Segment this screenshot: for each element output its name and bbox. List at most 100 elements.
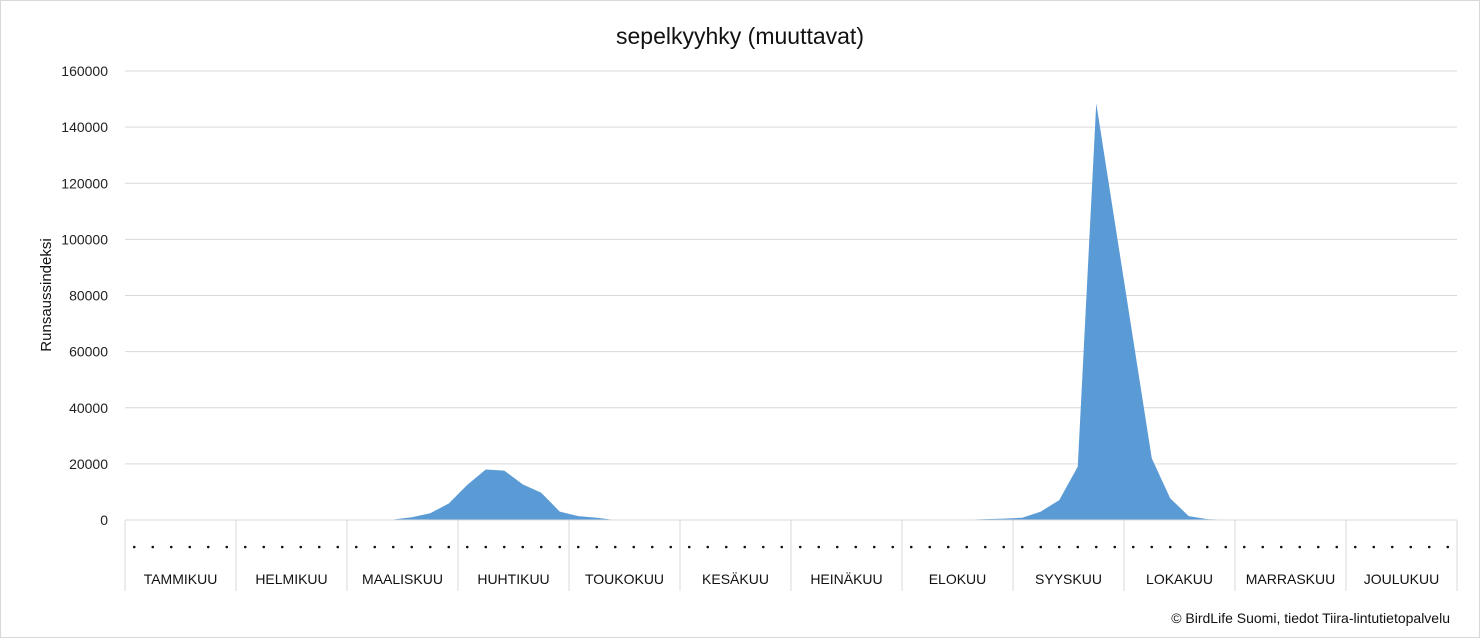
period-tick-dot (299, 545, 303, 549)
period-tick-dot (576, 545, 580, 549)
gridlines (125, 70, 1457, 465)
period-tick-dot (1002, 545, 1006, 549)
period-tick-dot (872, 545, 876, 549)
y-tick-label: 80000 (69, 288, 108, 304)
period-tick-dot (780, 545, 784, 549)
period-tick-dot (1279, 545, 1283, 549)
period-tick-dot (1427, 545, 1431, 549)
period-tick-dot (1409, 545, 1413, 549)
period-tick-dot (225, 545, 229, 549)
period-tick-dot (1057, 545, 1061, 549)
period-tick-dot (373, 545, 377, 549)
series-area (134, 103, 1448, 520)
x-category-label: TOUKOKUU (585, 571, 664, 587)
period-tick-dot (613, 545, 617, 549)
period-tick-dot (983, 545, 987, 549)
period-tick-dot (206, 545, 210, 549)
x-category-label: HUHTIKUU (477, 571, 549, 587)
y-tick-label: 0 (100, 512, 108, 528)
period-tick-dot (1372, 545, 1376, 549)
period-tick-dot (243, 545, 247, 549)
period-tick-dot (835, 545, 839, 549)
period-tick-dot (1335, 545, 1339, 549)
period-tick-dot (1261, 545, 1265, 549)
y-tick-label: 140000 (61, 119, 108, 135)
series-area-path (134, 103, 1448, 520)
period-tick-dot (854, 545, 858, 549)
period-tick-dot (687, 545, 691, 549)
period-tick-dot (428, 545, 432, 549)
period-tick-dot (743, 545, 747, 549)
period-tick-dot (1020, 545, 1024, 549)
x-category-label: SYYSKUU (1035, 571, 1102, 587)
period-tick-dot (188, 545, 192, 549)
period-tick-dot (132, 545, 136, 549)
x-category-label: MARRASKUU (1246, 571, 1335, 587)
period-tick-dot (595, 545, 599, 549)
period-tick-dot (798, 545, 802, 549)
period-tick-dot (650, 545, 654, 549)
period-tick-dot (1353, 545, 1357, 549)
period-tick-dot (502, 545, 506, 549)
period-tick-dot (1094, 545, 1098, 549)
period-tick-dot (1131, 545, 1135, 549)
period-tick-dot (521, 545, 525, 549)
copyright-footer: © BirdLife Suomi, tiedot Tiira-lintutiet… (1171, 610, 1450, 626)
period-tick-dot (1150, 545, 1154, 549)
y-axis-title: Runsaussindeksi (38, 238, 55, 351)
period-tick-dot (1205, 545, 1209, 549)
period-tick-dot (1039, 545, 1043, 549)
period-tick-dot (632, 545, 636, 549)
period-tick-dot (391, 545, 395, 549)
x-category-label: ELOKUU (929, 571, 987, 587)
period-tick-dot (891, 545, 895, 549)
period-tick-dot (1446, 545, 1450, 549)
period-tick-dot (410, 545, 414, 549)
period-tick-dot (965, 545, 969, 549)
period-tick-dot (484, 545, 488, 549)
period-tick-dot (1390, 545, 1394, 549)
period-tick-dot (817, 545, 821, 549)
y-tick-label: 40000 (69, 400, 108, 416)
period-tick-dot (280, 545, 284, 549)
x-category-label: KESÄKUU (702, 571, 769, 587)
y-tick-label: 20000 (69, 456, 108, 472)
y-tick-label: 120000 (61, 175, 108, 191)
y-tick-label: 160000 (61, 63, 108, 79)
period-tick-dot (1224, 545, 1228, 549)
chart-title: sepelkyyhky (muuttavat) (616, 23, 864, 49)
x-category-label: HELMIKUU (255, 571, 327, 587)
period-tick-dot (1187, 545, 1191, 549)
x-category-label: HEINÄKUU (810, 571, 882, 587)
period-tick-dot (317, 545, 321, 549)
period-tick-dot (1076, 545, 1080, 549)
period-tick-dot (1242, 545, 1246, 549)
period-tick-dot (262, 545, 266, 549)
x-category-label: JOULUKUU (1364, 571, 1439, 587)
x-category-label: LOKAKUU (1146, 571, 1213, 587)
x-axis: TAMMIKUU HELMIKUU MAALISKUU HUHTIKUU TOUKOKU… (124, 519, 1458, 591)
y-tick-labels: 0 20000 40000 60000 80000 100000 120000 140000 1… (61, 63, 108, 528)
period-tick-dot (909, 545, 913, 549)
period-tick-dot (1316, 545, 1320, 549)
x-category-label: TAMMIKUU (144, 571, 218, 587)
period-tick-dot (1113, 545, 1117, 549)
period-tick-dot (354, 545, 358, 549)
period-tick-dot (539, 545, 543, 549)
y-tick-label: 100000 (61, 231, 108, 247)
period-tick-dot (558, 545, 562, 549)
period-tick-dot (669, 545, 673, 549)
y-tick-label: 60000 (69, 344, 108, 360)
period-tick-dot (336, 545, 340, 549)
period-tick-dot (946, 545, 950, 549)
period-tick-dot (928, 545, 932, 549)
period-tick-dot (169, 545, 173, 549)
x-category-label: MAALISKUU (362, 571, 443, 587)
period-tick-dot (1168, 545, 1172, 549)
period-tick-dot (151, 545, 155, 549)
period-tick-dot (706, 545, 710, 549)
period-tick-dot (761, 545, 765, 549)
period-tick-dot (447, 545, 451, 549)
